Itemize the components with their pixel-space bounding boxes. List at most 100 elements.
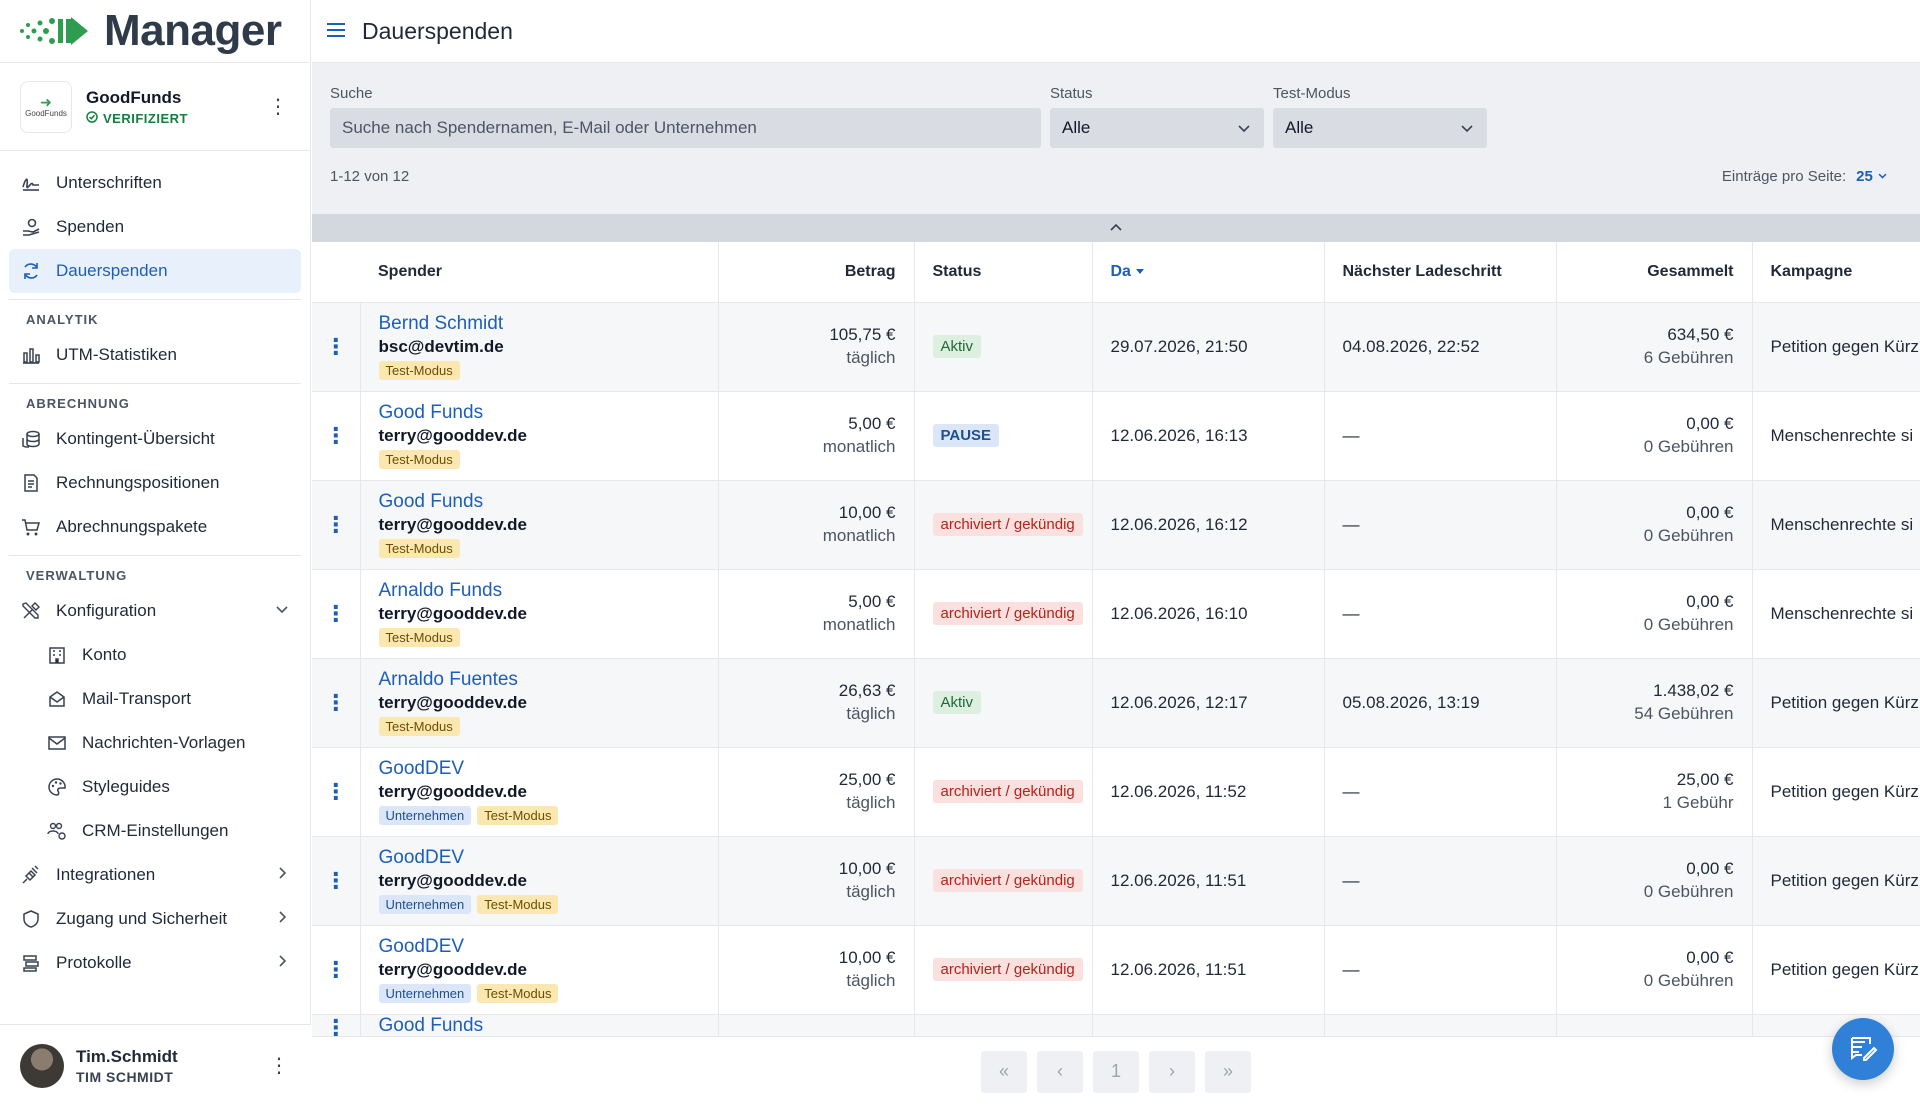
cell-donor: GoodDEV terry@gooddev.de Unternehmen Test… <box>360 747 719 837</box>
col-menu <box>312 242 360 303</box>
row-menu-button[interactable]: ⋮ <box>312 925 361 1015</box>
result-count: 1-12 von 12 <box>330 168 410 185</box>
sidebar-item-kontingent[interactable]: Kontingent-Übersicht <box>9 417 301 461</box>
cell-amount: 10,00 € täglich <box>718 925 915 1015</box>
sidebar-item-rechnungspositionen[interactable]: Rechnungspositionen <box>9 461 301 505</box>
row-menu-button[interactable]: ⋮ <box>312 302 361 392</box>
table-row[interactable]: ⋮ GoodDEV terry@gooddev.de Unternehmen Te… <box>312 836 1920 926</box>
table-row[interactable]: ⋮ Arnaldo Funds terry@gooddev.de Test-Mo… <box>312 569 1920 659</box>
table-row[interactable]: ⋮ Bernd Schmidt bsc@devtim.de Test-Modus… <box>312 302 1920 392</box>
tag-badge: Unternehmen <box>378 806 472 825</box>
section-verwaltung: VERWALTUNG <box>9 555 301 589</box>
sidebar: Manager ➜ GoodFunds GoodFunds VERIFIZIER… <box>0 0 311 1106</box>
user-menu-button[interactable]: ⋮ <box>269 1055 289 1077</box>
row-menu-button[interactable]: ⋮ <box>312 480 361 570</box>
cell-next-charge: — <box>1324 836 1557 926</box>
sidebar-item-zugang[interactable]: Zugang und Sicherheit <box>9 897 301 941</box>
donor-tags: Test-Modus <box>378 450 700 469</box>
amount-interval: täglich <box>846 704 896 723</box>
donor-name-link[interactable]: Bernd Schmidt <box>378 313 504 334</box>
feedback-button[interactable] <box>1832 1018 1894 1080</box>
sidebar-item-nachrichten-vorlagen[interactable]: Nachrichten-Vorlagen <box>9 721 301 765</box>
search-input[interactable] <box>330 108 1041 148</box>
sidebar-item-label: Konto <box>82 645 127 664</box>
donor-name-link[interactable]: GoodDEV <box>378 936 465 957</box>
prev-page-button[interactable]: ‹ <box>1037 1050 1083 1093</box>
table-row[interactable]: ⋮ Good Funds terry@gooddev.de Test-Modus… <box>312 391 1920 481</box>
chevron-right-icon <box>274 865 290 886</box>
sidebar-item-konto[interactable]: Konto <box>9 633 301 677</box>
tag-badge: Test-Modus <box>378 361 460 380</box>
sidebar-item-konfiguration[interactable]: Konfiguration <box>9 589 301 633</box>
sidebar-item-protokolle[interactable]: Protokolle <box>9 941 301 985</box>
status-select[interactable]: Alle <box>1050 108 1264 148</box>
donor-name-link[interactable]: Arnaldo Fuentes <box>378 669 518 690</box>
donor-email: terry@gooddev.de <box>378 515 528 534</box>
status-badge: archiviert / gekündig <box>932 958 1083 981</box>
total-fees: 0 Gebühren <box>1643 437 1734 456</box>
sidebar-item-integrationen[interactable]: Integrationen <box>9 853 301 897</box>
cell-donor: Good Funds terry@gooddev.de Test-Modus <box>360 391 719 481</box>
col-naechster-ladeschritt[interactable]: Nächster Ladeschritt <box>1324 242 1557 303</box>
logo-icon <box>20 17 88 45</box>
donor-name-link[interactable]: Good Funds <box>378 402 484 423</box>
hamburger-icon[interactable] <box>326 18 346 44</box>
col-spender[interactable]: Spender <box>360 242 719 303</box>
per-page-select[interactable]: 25 <box>1856 168 1888 185</box>
row-menu-button[interactable]: ⋮ <box>312 569 361 659</box>
sidebar-item-mail-transport[interactable]: Mail-Transport <box>9 677 301 721</box>
total-fees: 54 Gebühren <box>1634 704 1734 723</box>
table-row[interactable]: ⋮ GoodDEV terry@gooddev.de Unternehmen Te… <box>312 747 1920 837</box>
subscriptions-table: Spender Betrag Status Da Nächster Ladesc… <box>312 242 1920 1104</box>
donor-name-link[interactable]: Arnaldo Funds <box>378 580 503 601</box>
org-menu-button[interactable]: ⋮ <box>268 96 288 118</box>
col-kampagne[interactable]: Kampagne <box>1752 242 1920 303</box>
donor-name-link[interactable]: Good Funds <box>378 1014 484 1036</box>
sidebar-item-spenden[interactable]: Spenden <box>9 205 301 249</box>
collapse-filters-button[interactable] <box>312 214 1920 242</box>
cell-status: archiviert / gekündig <box>914 480 1093 570</box>
table-row[interactable]: ⋮ Arnaldo Fuentes terry@gooddev.de Test-… <box>312 658 1920 748</box>
donor-name-link[interactable]: GoodDEV <box>378 758 465 779</box>
cell-campaign: Menschenrechte si <box>1752 569 1920 659</box>
total-value: 0,00 € <box>1686 859 1734 878</box>
col-betrag[interactable]: Betrag <box>718 242 915 303</box>
donor-email: terry@gooddev.de <box>378 871 528 890</box>
tools-icon <box>20 600 42 622</box>
amount-interval: monatlich <box>822 437 896 456</box>
amount-value: 25,00 € <box>838 770 896 789</box>
cell-amount: 10,00 € täglich <box>718 836 915 926</box>
sidebar-item-utm-statistiken[interactable]: UTM-Statistiken <box>9 333 301 377</box>
sidebar-item-unterschriften[interactable]: Unterschriften <box>9 161 301 205</box>
sidebar-item-crm-einstellungen[interactable]: CRM-Einstellungen <box>9 809 301 853</box>
sidebar-item-styleguides[interactable]: Styleguides <box>9 765 301 809</box>
avatar[interactable] <box>20 1043 64 1088</box>
app-logo[interactable]: Manager <box>0 0 310 63</box>
page-number-button[interactable]: 1 <box>1093 1050 1139 1093</box>
sidebar-item-dauerspenden[interactable]: Dauerspenden <box>9 249 301 293</box>
donor-name-link[interactable]: Good Funds <box>378 491 484 512</box>
col-status[interactable]: Status <box>914 242 1093 303</box>
envelope-icon <box>46 732 68 754</box>
sidebar-item-abrechnungspakete[interactable]: Abrechnungspakete <box>9 505 301 549</box>
tag-badge: Test-Modus <box>477 895 559 914</box>
last-page-button[interactable]: » <box>1205 1050 1251 1093</box>
row-menu-button[interactable]: ⋮ <box>312 658 361 748</box>
refresh-icon <box>20 260 42 282</box>
sidebar-item-label: Unterschriften <box>56 173 162 192</box>
row-menu-button[interactable]: ⋮ <box>312 391 361 481</box>
cell-status: archiviert / gekündig <box>914 747 1093 837</box>
test-mode-select[interactable]: Alle <box>1273 108 1487 148</box>
donor-email: terry@gooddev.de <box>378 604 528 623</box>
chevron-right-icon <box>274 909 290 930</box>
row-menu-button[interactable]: ⋮ <box>312 836 361 926</box>
col-gesammelt[interactable]: Gesammelt <box>1556 242 1753 303</box>
donor-name-link[interactable]: GoodDEV <box>378 847 465 868</box>
cell-next-charge: — <box>1324 925 1557 1015</box>
first-page-button[interactable]: « <box>981 1050 1027 1093</box>
row-menu-button[interactable]: ⋮ <box>312 747 361 837</box>
table-row[interactable]: ⋮ GoodDEV terry@gooddev.de Unternehmen Te… <box>312 925 1920 1015</box>
next-page-button[interactable]: › <box>1149 1050 1195 1093</box>
table-row[interactable]: ⋮ Good Funds terry@gooddev.de Test-Modus… <box>312 480 1920 570</box>
col-datum[interactable]: Da <box>1092 242 1325 303</box>
